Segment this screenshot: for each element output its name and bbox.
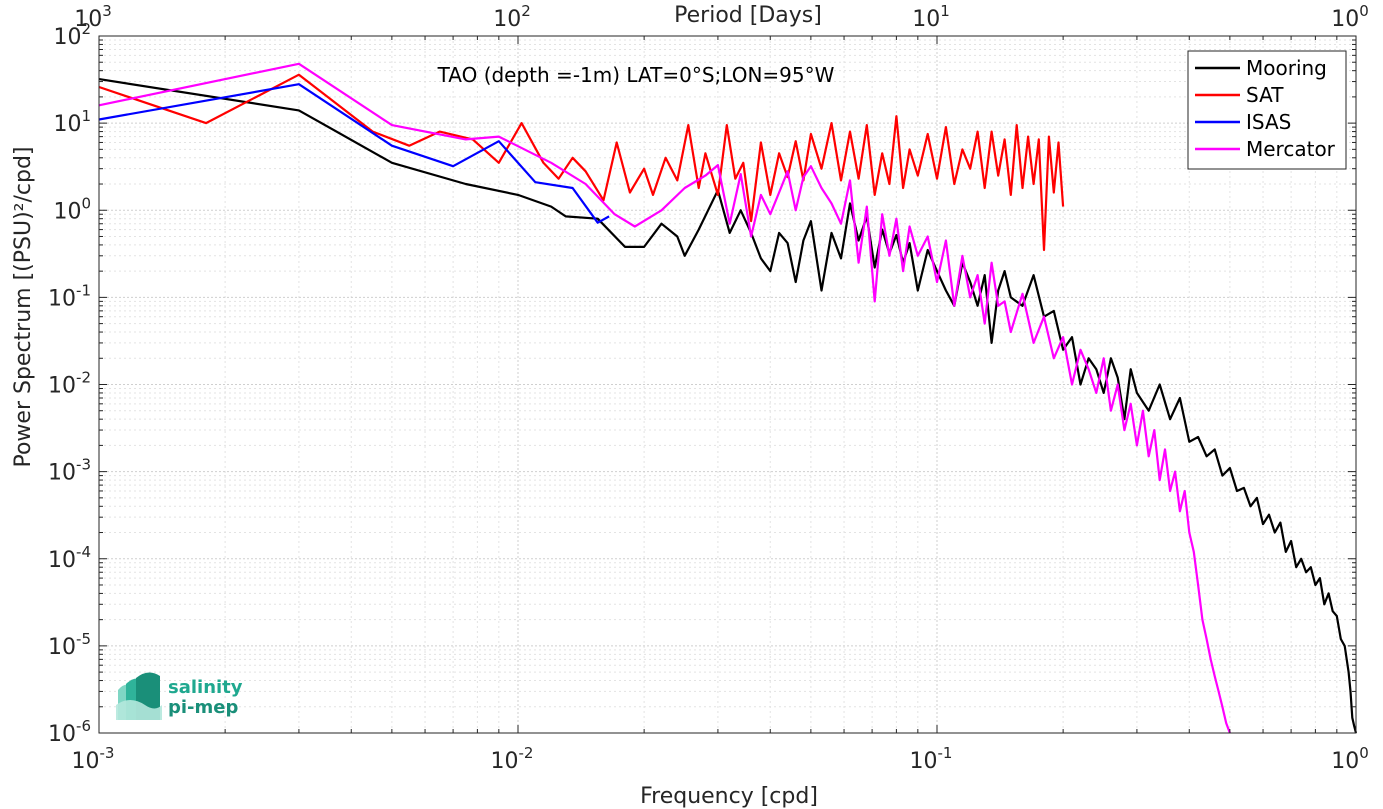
legend-label-isas: ISAS: [1246, 110, 1291, 134]
series-line-sat: [98, 73, 1065, 252]
y-tick-label: 10-4: [48, 543, 91, 573]
x2-tick-label: 102: [493, 2, 531, 32]
chart-title: TAO (depth =-1m) LAT=0°S;LON=95°W: [437, 63, 835, 87]
x2-tick-label: 101: [912, 2, 950, 32]
legend-label-sat: SAT: [1246, 83, 1284, 107]
top-axis-label: Period [Days]: [674, 3, 822, 28]
x2-tick-label: 100: [1331, 2, 1369, 32]
y-tick-label: 102: [53, 20, 91, 50]
y-tick-label: 101: [53, 107, 91, 137]
y-tick-label: 10-1: [48, 281, 91, 311]
x2-tick-label: 103: [74, 2, 112, 32]
x-tick-label: 100: [1331, 744, 1369, 774]
legend-label-mercator: Mercator: [1246, 137, 1336, 161]
x-axis-label: Frequency [cpd]: [640, 784, 818, 809]
series-layer: [98, 62, 1358, 734]
y-tick-label: 10-3: [48, 456, 91, 486]
logo-text-line1: salinity: [168, 677, 243, 698]
x-tick-label: 10-3: [72, 744, 115, 774]
salinity-pi-mep-logo: salinity pi-mep: [116, 672, 243, 720]
logo-text-line2: pi-mep: [168, 697, 238, 718]
x-tick-label: 10-2: [491, 744, 534, 774]
x-tick-label: 10-1: [910, 744, 953, 774]
y-tick-label: 10-5: [48, 630, 91, 660]
logo-mark-icon: [116, 672, 162, 720]
y-axis-label: Power Spectrum [(PSU)²/cpd]: [11, 146, 36, 467]
legend-label-mooring: Mooring: [1246, 56, 1327, 80]
series-line-mercator: [98, 62, 1231, 734]
legend: Mooring SAT ISAS Mercator: [1187, 50, 1347, 170]
y-tick-label: 100: [53, 194, 91, 224]
series-line-isas: [98, 83, 610, 224]
y-tick-label: 10-6: [48, 717, 91, 747]
y-tick-label: 10-2: [48, 369, 91, 399]
